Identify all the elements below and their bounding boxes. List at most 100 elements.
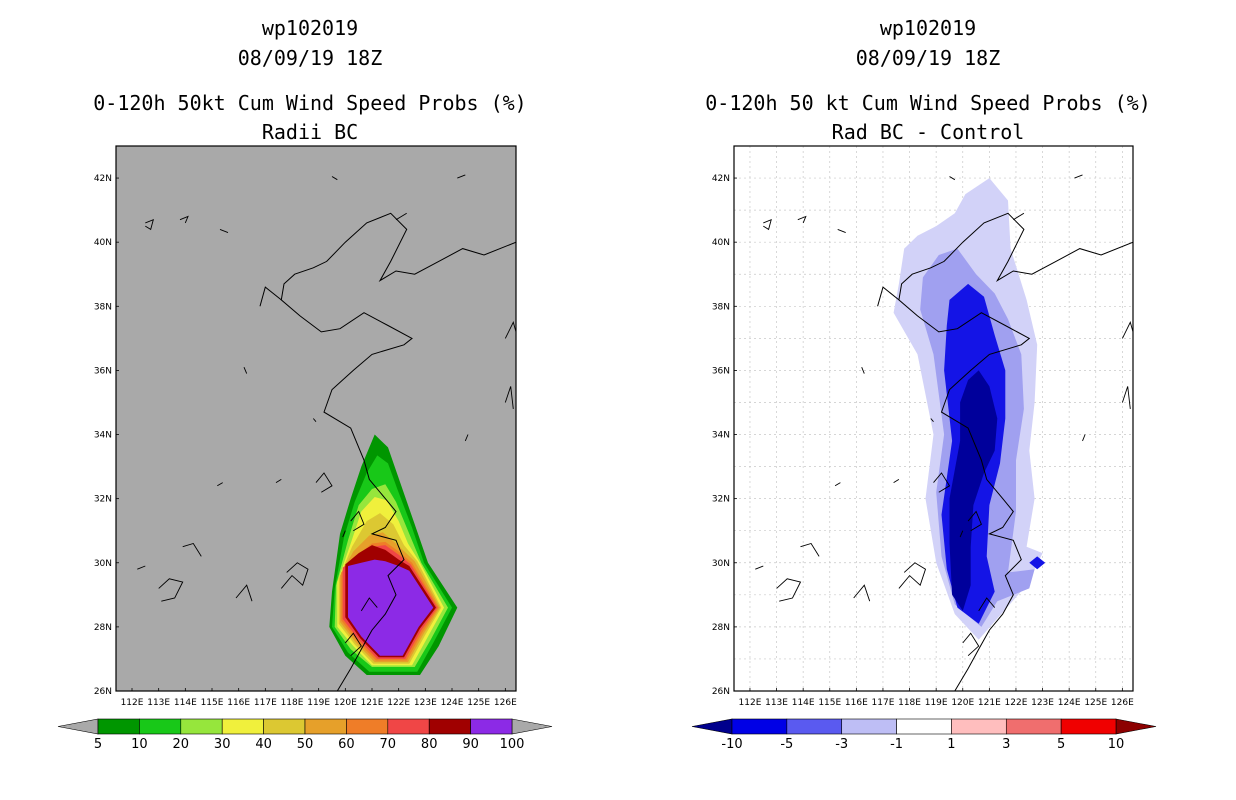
right-xtick-label: 123E (1031, 698, 1054, 708)
left-colorbar-swatch-8 (428, 718, 471, 735)
left-island-11 (275, 479, 282, 483)
right-colorbar-swatch-4 (951, 718, 1007, 735)
right-island-19 (1074, 174, 1083, 179)
right-island-16 (978, 597, 996, 612)
right-island-1 (797, 215, 807, 224)
left-colorbar-swatch-4 (263, 718, 306, 735)
right-colorbar-swatch-1 (786, 718, 843, 735)
left-xtick-label: 112E (121, 698, 144, 708)
left-colorbar-left-arrow (57, 718, 99, 735)
left-island-5 (315, 472, 333, 493)
left-xtick-label: 126E (494, 698, 517, 708)
left-colorbar-label-4: 40 (255, 737, 272, 752)
left-colorbar-label-6: 60 (338, 737, 355, 752)
left-island-9 (137, 565, 146, 570)
right-island-20 (959, 530, 964, 538)
left-xtick-label: 115E (201, 698, 224, 708)
left-colorbar-swatch-0 (97, 718, 140, 735)
left-xtick-label: 120E (334, 698, 357, 708)
left-xtick-label: 123E (414, 698, 437, 708)
left-island-1 (179, 215, 189, 224)
left-xtick-label: 121E (361, 698, 384, 708)
left-xtick-label: 122E (387, 698, 410, 708)
right-colorbar-swatch-0 (731, 718, 788, 735)
right-ytick-label: 38N (712, 302, 730, 312)
left-island-21 (217, 482, 223, 487)
right-island-7 (776, 578, 802, 602)
left-xtick-label: 125E (467, 698, 490, 708)
right-title-line-2: 08/09/19 18Z (855, 46, 1001, 70)
left-title-line-3: 0-120h 50kt Cum Wind Speed Probs (%) (93, 91, 527, 115)
right-ytick-label: 42N (712, 174, 730, 184)
left-ytick-label: 28N (94, 623, 112, 633)
left-island-13 (464, 434, 469, 442)
right-xtick-label: 126E (1111, 698, 1134, 708)
left-ytick-label: 30N (94, 559, 112, 569)
left-colorbar-swatch-6 (346, 718, 389, 735)
left-island-12 (312, 418, 317, 422)
right-colorbar-swatch-5 (1005, 718, 1062, 735)
left-island-6 (350, 510, 365, 532)
left-coastline (280, 212, 516, 691)
right-xtick-label: 113E (765, 698, 788, 708)
right-xtick-label: 121E (978, 698, 1001, 708)
left-map-frame (115, 145, 517, 692)
left-contour-90-9 (348, 559, 434, 656)
right-inland-coast (877, 286, 900, 307)
right-island-2 (837, 228, 846, 234)
left-xtick-label: 118E (281, 698, 304, 708)
right-title-line-4: Rad BC - Control (831, 120, 1025, 144)
left-colorbar-label-7: 70 (380, 737, 397, 752)
right-colorbar-label-3: -1 (890, 737, 903, 752)
left-colorbar-swatch-9 (470, 718, 513, 735)
left-colorbar-swatch-1 (139, 718, 182, 735)
left-island-4 (280, 562, 309, 589)
left-ytick-label: 32N (94, 495, 112, 505)
right-ytick-label: 28N (712, 623, 730, 633)
right-island-18 (1013, 212, 1025, 221)
left-colorbar-label-1: 10 (131, 737, 148, 752)
left-ytick-label: 34N (94, 431, 112, 441)
right-island-10 (800, 542, 820, 557)
right-colorbar-swatch-3 (896, 718, 952, 735)
left-xtick-label: 124E (441, 698, 464, 708)
left-island-16 (360, 597, 378, 612)
left-colorbar-label-10: 100 (500, 737, 525, 752)
right-colorbar-label-6: 5 (1057, 737, 1065, 752)
right-xtick-label: 115E (818, 698, 841, 708)
left-colorbar-label-8: 80 (421, 737, 438, 752)
right-colorbar-left-arrow (691, 718, 733, 735)
right-island-12 (930, 418, 934, 422)
right-island-17 (962, 632, 980, 657)
left-island-10 (182, 542, 202, 557)
left-xtick-label: 117E (254, 698, 277, 708)
left-colorbar-label-3: 30 (214, 737, 231, 752)
left-ytick-label: 36N (94, 366, 112, 376)
left-map-layer (137, 174, 516, 691)
right-island-5 (933, 472, 951, 493)
left-island-0 (145, 218, 154, 231)
right-island-13 (1082, 434, 1086, 442)
left-ytick-label: 26N (94, 687, 112, 697)
right-contour-neg5-4 (1029, 556, 1046, 570)
right-ytick-label: 26N (712, 687, 730, 697)
right-map-frame (733, 145, 1134, 692)
right-xtick-label: 118E (898, 698, 921, 708)
right-title-line-1: wp102019 (879, 16, 977, 40)
right-ytick-label: 32N (712, 495, 730, 505)
right-ytick-label: 40N (712, 238, 730, 248)
left-island-3 (243, 367, 248, 374)
right-island-15 (1121, 321, 1133, 339)
right-xtick-label: 125E (1084, 698, 1107, 708)
right-island-4 (898, 562, 927, 589)
right-colorbar-label-4: 1 (947, 737, 955, 752)
right-colorbar-label-5: 3 (1002, 737, 1010, 752)
right-ytick-label: 36N (712, 366, 730, 376)
right-island-0 (763, 218, 772, 231)
left-island-7 (158, 578, 184, 602)
right-xtick-label: 112E (739, 698, 762, 708)
left-xtick-label: 113E (147, 698, 170, 708)
right-ytick-label: 34N (712, 431, 730, 441)
left-colorbar-swatch-5 (304, 718, 347, 735)
